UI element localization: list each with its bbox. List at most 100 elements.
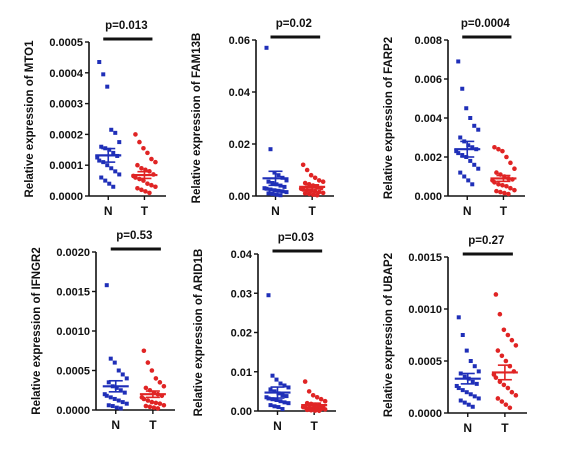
data-point-T bbox=[501, 327, 507, 333]
data-point-N bbox=[109, 127, 114, 132]
data-point-T bbox=[509, 389, 515, 395]
y-tick-label: 0.002 bbox=[414, 152, 442, 164]
data-point-T bbox=[145, 181, 150, 186]
p-value-label: p=0.53 bbox=[116, 230, 152, 242]
y-axis-label: Relative expression of ARID1B bbox=[193, 249, 205, 417]
data-point-T bbox=[157, 401, 163, 406]
data-point-N bbox=[460, 153, 465, 158]
data-point-T bbox=[513, 343, 519, 348]
data-point-T bbox=[512, 166, 517, 171]
y-tick-label: 0.0010 bbox=[56, 326, 90, 338]
panel-4: 0.0000 0.0005 0.0010 0.0015 0.0020 N T Relative… bbox=[31, 230, 175, 432]
data-point-T bbox=[494, 170, 499, 175]
data-point-T bbox=[310, 393, 316, 398]
data-point-N bbox=[103, 178, 108, 183]
data-point-T bbox=[308, 407, 314, 413]
data-point-T bbox=[147, 190, 152, 196]
data-point-T bbox=[322, 398, 328, 404]
data-point-N bbox=[120, 400, 125, 405]
data-point-N bbox=[456, 151, 461, 156]
data-point-T bbox=[149, 182, 154, 188]
data-point-N bbox=[456, 315, 461, 320]
data-point-N bbox=[114, 385, 119, 390]
data-point-N bbox=[111, 184, 116, 189]
data-point-T bbox=[495, 348, 501, 353]
data-point-N bbox=[118, 388, 123, 393]
data-point-N bbox=[284, 190, 289, 195]
panel-2: 0.00 0.02 0.04 0.06 N T Relative expression of… bbox=[191, 18, 334, 218]
data-point-T bbox=[135, 162, 140, 168]
y-tick-label: 0.0000 bbox=[56, 405, 90, 417]
x-category-label: T bbox=[149, 418, 157, 432]
data-point-N bbox=[97, 60, 102, 65]
data-point-T bbox=[503, 358, 509, 364]
data-point-N bbox=[464, 106, 469, 111]
data-point-T bbox=[308, 172, 314, 178]
data-point-T bbox=[508, 160, 513, 166]
data-point-T bbox=[149, 156, 154, 162]
data-point-T bbox=[498, 189, 503, 195]
data-point-N bbox=[105, 84, 110, 89]
y-tick-label: 0.0005 bbox=[49, 37, 83, 49]
y-tick-label: 0.0005 bbox=[408, 356, 442, 368]
y-axis-label: Relative expression of UBAP2 bbox=[383, 253, 395, 417]
data-point-N bbox=[122, 390, 127, 395]
data-point-N bbox=[274, 398, 279, 403]
data-point-T bbox=[505, 385, 511, 391]
data-point-T bbox=[143, 189, 148, 194]
y-tick-label: 0.06 bbox=[229, 35, 250, 47]
data-point-N bbox=[470, 404, 475, 409]
y-axis-label: Relative expression of IFNGR2 bbox=[31, 247, 43, 414]
y-tick-label: 0.0005 bbox=[56, 366, 90, 378]
data-point-T bbox=[492, 180, 497, 185]
data-point-N bbox=[113, 130, 118, 135]
data-point-T bbox=[141, 178, 146, 183]
data-point-N bbox=[464, 390, 469, 395]
data-point-T bbox=[153, 184, 158, 190]
data-point-T bbox=[509, 337, 515, 343]
data-point-T bbox=[141, 348, 147, 354]
data-point-T bbox=[320, 190, 326, 196]
y-tick-label: 0.0004 bbox=[49, 68, 84, 80]
data-point-N bbox=[280, 393, 285, 398]
y-tick-label: 0.0001 bbox=[49, 160, 83, 172]
data-point-N bbox=[468, 116, 473, 120]
data-point-N bbox=[476, 369, 481, 374]
data-point-T bbox=[496, 182, 501, 187]
data-point-T bbox=[505, 332, 511, 338]
data-point-N bbox=[286, 401, 291, 406]
data-point-T bbox=[312, 408, 318, 413]
data-point-N bbox=[468, 158, 473, 163]
y-tick-label: 0.0000 bbox=[408, 408, 442, 420]
data-point-N bbox=[112, 396, 117, 401]
y-tick-label: 0.01 bbox=[231, 367, 252, 379]
data-point-N bbox=[456, 59, 461, 64]
data-point-T bbox=[512, 187, 517, 193]
data-point-N bbox=[276, 405, 281, 410]
data-point-N bbox=[268, 147, 273, 152]
y-tick-label: 0.008 bbox=[414, 35, 442, 47]
data-point-N bbox=[280, 407, 285, 412]
data-point-N bbox=[474, 381, 479, 386]
data-point-T bbox=[157, 380, 163, 385]
data-point-T bbox=[143, 385, 149, 391]
data-point-N bbox=[272, 188, 277, 193]
data-point-T bbox=[504, 154, 509, 160]
data-point-N bbox=[462, 374, 467, 379]
data-point-T bbox=[141, 145, 146, 151]
data-point-T bbox=[139, 165, 144, 171]
data-point-N bbox=[278, 381, 283, 386]
data-point-T bbox=[306, 191, 312, 197]
data-point-N bbox=[117, 140, 122, 145]
data-point-N bbox=[106, 380, 111, 385]
data-point-N bbox=[282, 184, 287, 189]
x-category-label: N bbox=[463, 204, 472, 218]
data-point-N bbox=[282, 383, 287, 388]
data-point-N bbox=[460, 86, 465, 91]
data-point-N bbox=[266, 191, 271, 196]
panel-5: 0.00 0.01 0.02 0.03 0.04 N T Relative expressio… bbox=[193, 232, 336, 433]
y-tick-label: 0.00 bbox=[229, 191, 250, 203]
data-point-N bbox=[454, 383, 459, 388]
data-point-T bbox=[312, 175, 318, 181]
data-point-T bbox=[499, 399, 505, 404]
